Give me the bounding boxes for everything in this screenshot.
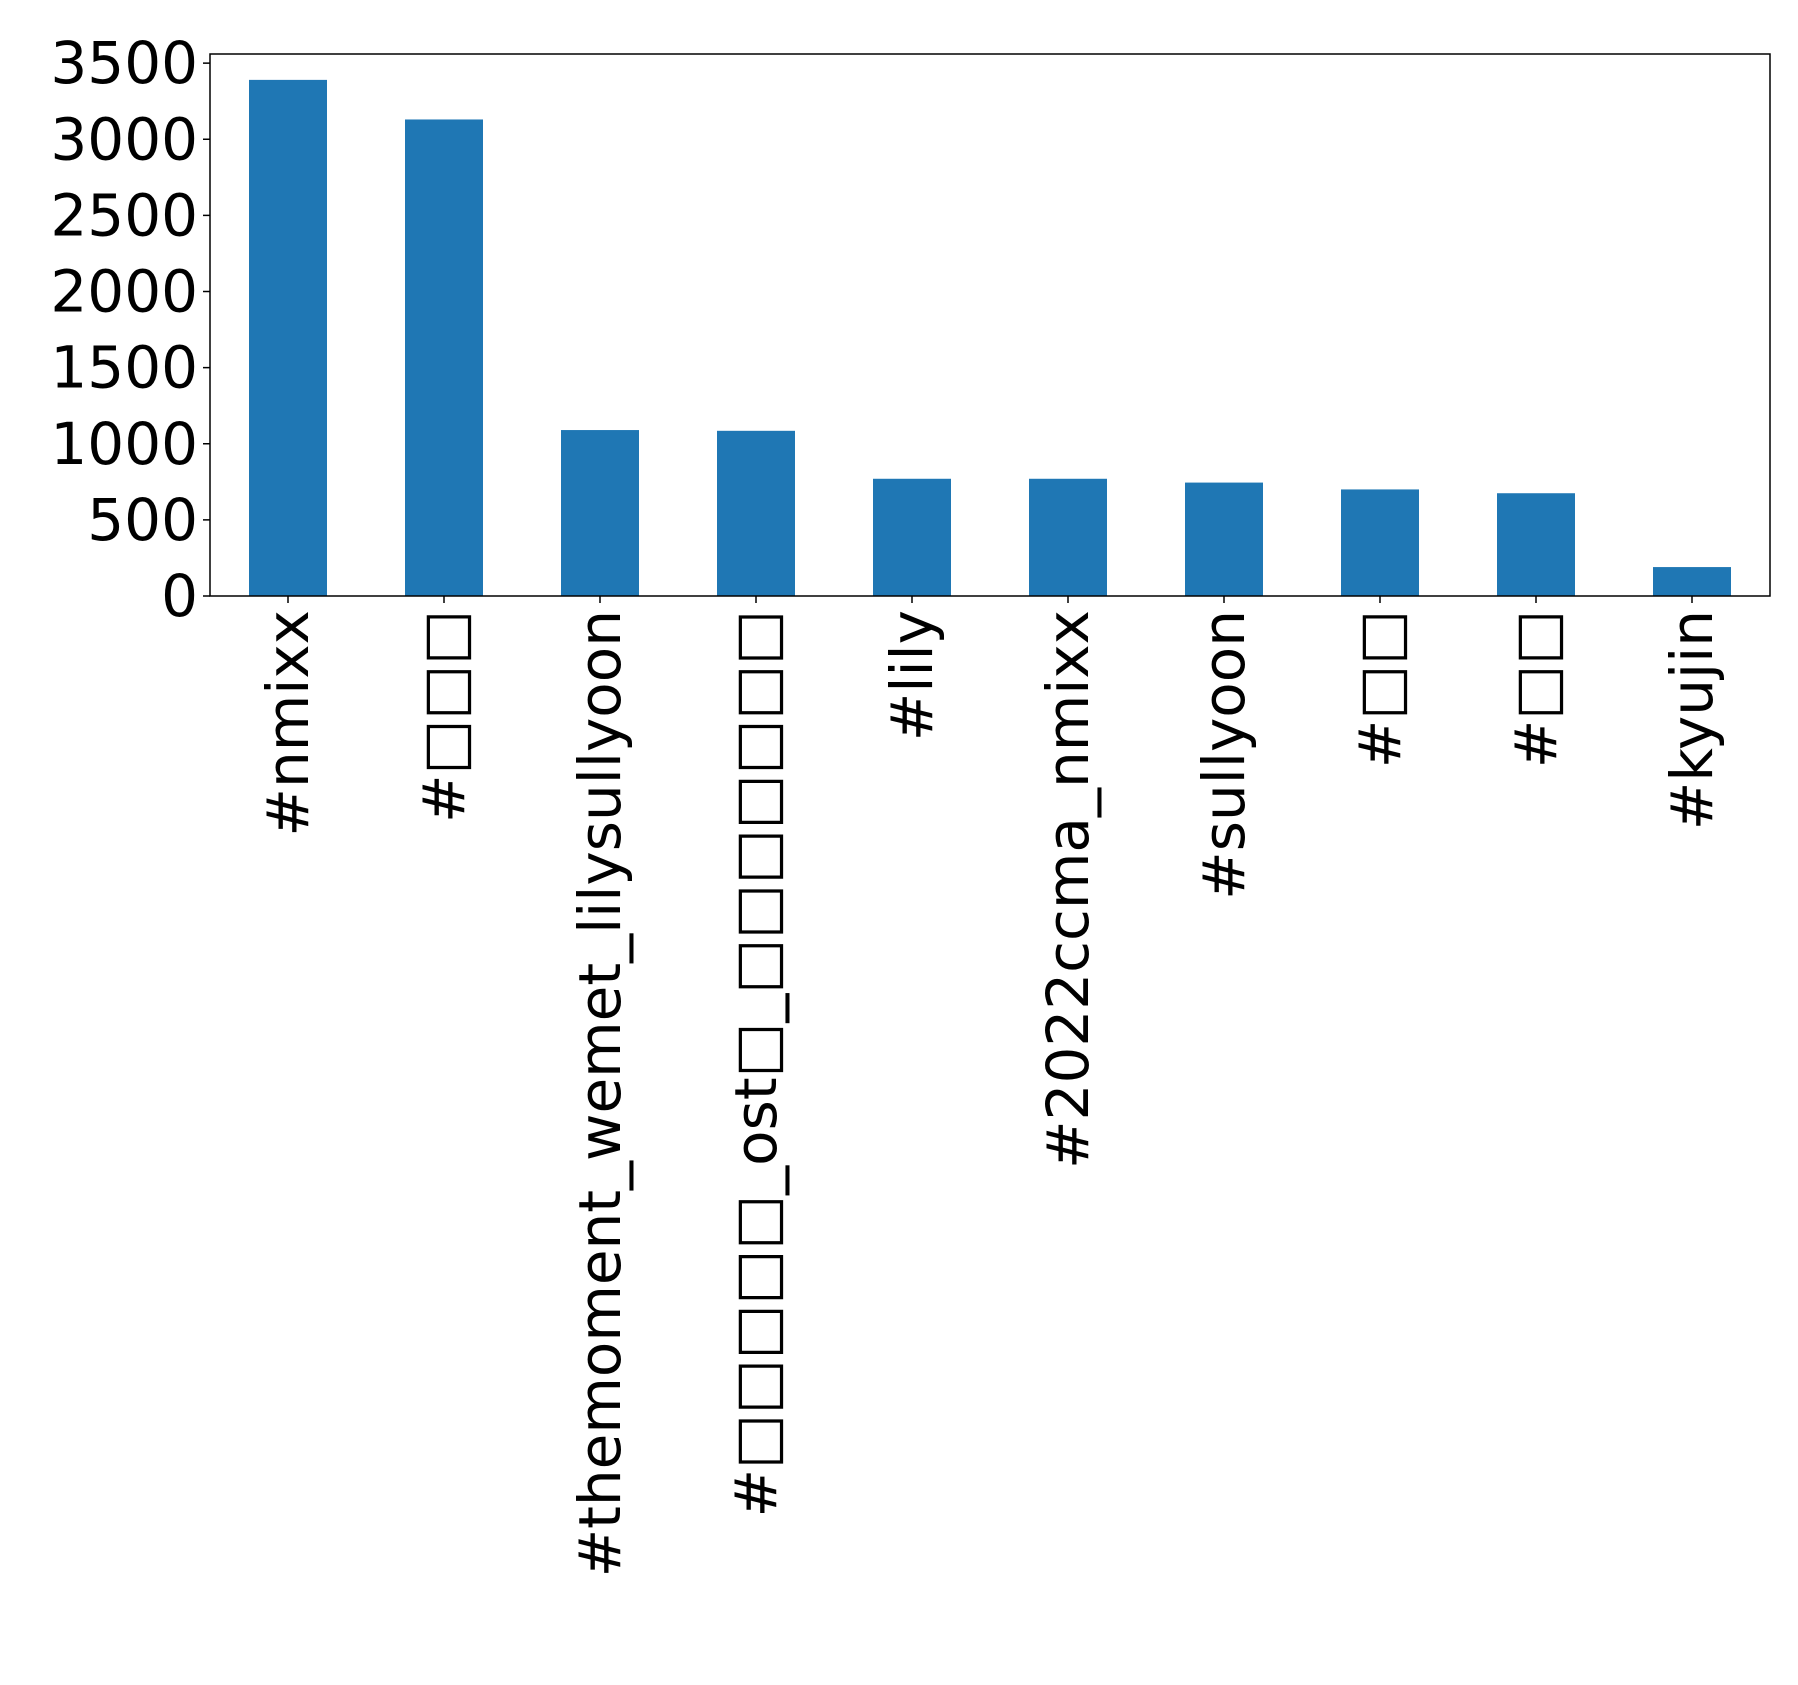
bar-4 [873,478,951,596]
y-tick-label-1: 500 [87,486,198,554]
x-tick-label-4: #lily [878,610,946,741]
bar-0 [249,79,327,596]
bars-group [249,79,1731,596]
x-tick-label-2: #themoment_wemet_lilysullyoon [566,610,634,1577]
x-tick-label-0: #nmixx [254,610,322,837]
y-tick-label-2: 1000 [50,410,198,478]
bar-9 [1653,567,1731,596]
bar-5 [1029,478,1107,596]
bar-1 [405,119,483,596]
bar-6 [1185,482,1263,596]
plot-frame [209,53,1771,597]
x-tick-label-5: #2022ccma_nmixx [1034,610,1102,1169]
x-tick-label-1: #□□□ [410,610,478,823]
x-axis: #nmixx #□□□ #themoment_wemet_lilysullyoon #… [254,596,1726,1577]
x-tick-label-6: #sullyoon [1190,610,1258,900]
y-tick-label-3: 1500 [50,334,198,402]
y-tick-label-5: 2500 [50,181,198,249]
bar-8 [1497,493,1575,596]
x-tick-label-3: #□□□□□_ost□_□□□□□□□ [722,610,790,1517]
bar-3 [717,430,795,596]
bar-2 [561,430,639,596]
y-axis: 0 500 1000 1500 2000 2500 3000 3500 [50,29,210,630]
y-tick-label-6: 3000 [50,105,198,173]
y-tick-label-4: 2000 [50,258,198,326]
bar-7 [1341,489,1419,596]
x-tick-label-8: #□□ [1502,610,1570,768]
y-tick-label-7: 3500 [50,29,198,97]
y-tick-label-0: 0 [161,562,198,630]
x-tick-label-7: #□□ [1346,610,1414,768]
x-tick-label-9: #kyujin [1658,610,1726,830]
